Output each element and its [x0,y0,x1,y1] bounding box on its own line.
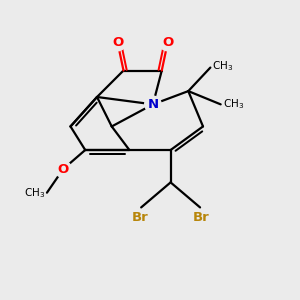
Text: CH$_3$: CH$_3$ [223,98,244,111]
Text: O: O [162,36,173,49]
Text: CH$_3$: CH$_3$ [212,59,233,73]
Text: Br: Br [193,211,210,224]
Text: CH$_3$: CH$_3$ [24,186,46,200]
Text: O: O [58,163,69,176]
Circle shape [159,34,176,51]
Text: O: O [112,36,123,49]
Text: Br: Br [131,211,148,224]
Circle shape [55,161,71,177]
Text: N: N [147,98,158,111]
Circle shape [145,96,161,112]
Circle shape [110,34,126,51]
